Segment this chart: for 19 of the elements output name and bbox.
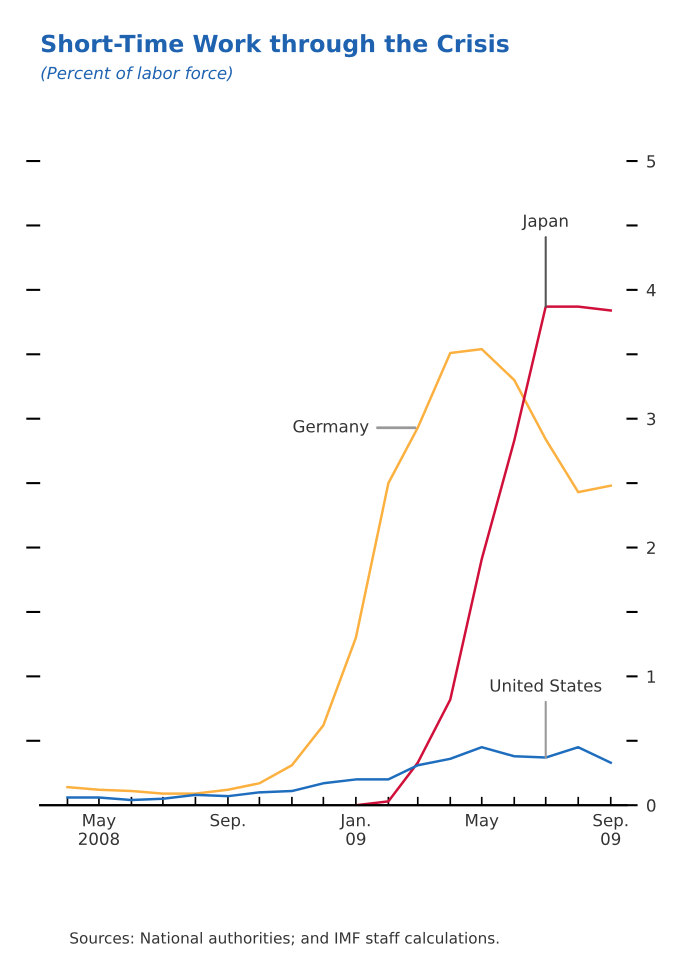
text: Japan	[522, 214, 568, 230]
y2-tick-label: 2	[647, 542, 655, 554]
chart-title: Short-Time Work through the Crisis	[42, 34, 509, 58]
text: Germany	[293, 420, 369, 436]
chart-subtitle: (Percent of labor force)	[41, 66, 232, 82]
x-tick-label: May 2008	[78, 814, 119, 846]
y2-tick-label: 3	[647, 412, 656, 426]
line-series	[66, 348, 612, 795]
x-tick-label: Sep. 09	[593, 814, 628, 846]
line-series	[66, 746, 612, 802]
source-note: Sources: National authorities; and IMF staff calculations.	[70, 932, 498, 946]
y2-tick-label: 4	[646, 284, 656, 296]
x-tick-label: Sep.	[210, 814, 244, 830]
text: United States	[490, 678, 602, 692]
y2-tick-label: 0	[647, 799, 656, 812]
y2-tick-label: 5	[647, 155, 656, 168]
x-tick-label: Jan. 09	[340, 814, 370, 846]
x-tick-label: May	[466, 814, 498, 830]
y2-tick-label: 1	[648, 670, 655, 683]
